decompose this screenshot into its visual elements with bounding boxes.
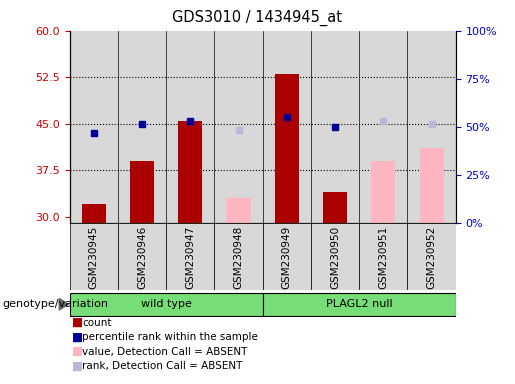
Text: percentile rank within the sample: percentile rank within the sample (82, 332, 259, 342)
Text: count: count (82, 318, 112, 328)
Bar (323, 192, 347, 223)
Bar (274, 74, 299, 223)
Bar (70, 293, 263, 316)
Text: ■: ■ (72, 331, 83, 344)
Text: GSM230951: GSM230951 (379, 226, 388, 289)
Bar (359, 223, 407, 290)
Bar (130, 161, 154, 223)
Bar (81, 204, 106, 223)
Text: rank, Detection Call = ABSENT: rank, Detection Call = ABSENT (82, 361, 243, 371)
Text: ■: ■ (72, 345, 83, 358)
Text: GSM230949: GSM230949 (282, 226, 292, 289)
Bar (118, 223, 166, 290)
Text: value, Detection Call = ABSENT: value, Detection Call = ABSENT (82, 347, 248, 357)
Bar (263, 31, 311, 223)
Bar (70, 223, 118, 290)
Bar (166, 31, 214, 223)
Text: PLAGL2 null: PLAGL2 null (326, 299, 392, 310)
Bar (166, 223, 214, 290)
Bar (214, 31, 263, 223)
Bar (311, 223, 359, 290)
Bar (118, 31, 166, 223)
Text: GSM230952: GSM230952 (426, 226, 437, 289)
Text: GSM230948: GSM230948 (233, 226, 244, 289)
Bar (407, 31, 456, 223)
Text: GSM230950: GSM230950 (330, 226, 340, 289)
Text: GSM230947: GSM230947 (185, 226, 195, 289)
Bar (70, 31, 118, 223)
Bar (371, 161, 396, 223)
Bar (359, 31, 407, 223)
Bar (227, 198, 251, 223)
Bar (420, 148, 444, 223)
Bar (407, 223, 456, 290)
Text: genotype/variation: genotype/variation (3, 299, 109, 310)
Bar (311, 31, 359, 223)
Text: ■: ■ (72, 316, 83, 329)
Text: GSM230946: GSM230946 (137, 226, 147, 289)
Text: GSM230945: GSM230945 (89, 226, 99, 289)
Bar (263, 293, 456, 316)
Text: wild type: wild type (141, 299, 192, 310)
Text: ■: ■ (72, 360, 83, 373)
Bar (214, 223, 263, 290)
Text: GDS3010 / 1434945_at: GDS3010 / 1434945_at (173, 10, 342, 26)
Bar (178, 121, 202, 223)
Bar (263, 223, 311, 290)
